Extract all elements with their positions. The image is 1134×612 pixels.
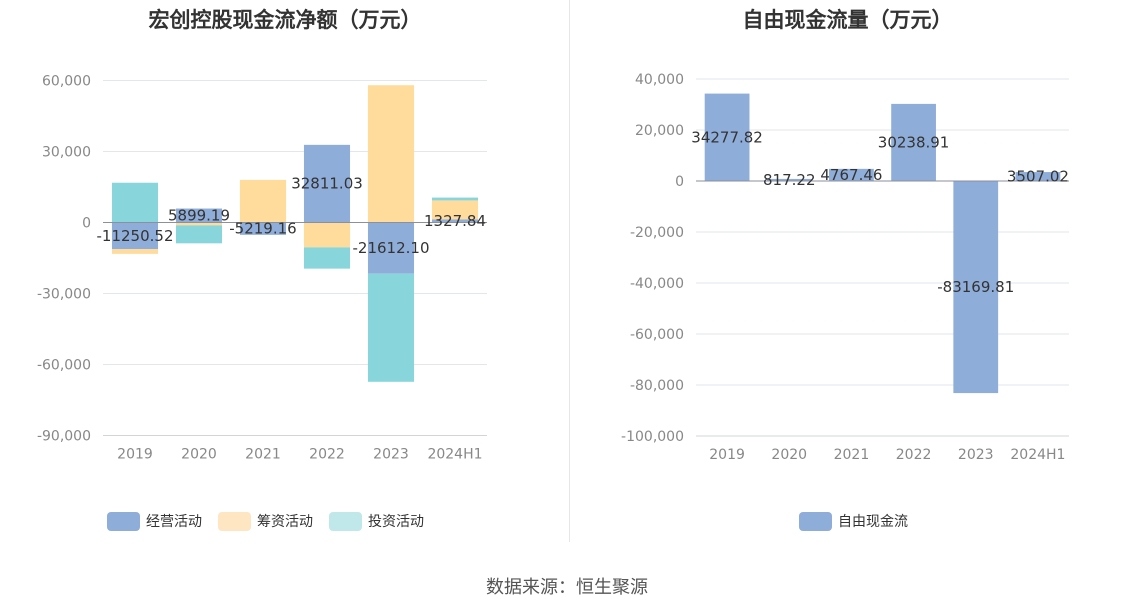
x-tick-label: 2019 bbox=[709, 447, 745, 463]
x-tick-label: 2022 bbox=[309, 447, 345, 463]
y-tick-label: -90,000 bbox=[37, 429, 91, 445]
chart-title: 自由现金流量（万元） bbox=[742, 8, 953, 32]
bar-筹资活动 bbox=[303, 222, 351, 248]
y-tick-label: 40,000 bbox=[635, 72, 684, 88]
cashflow-net-chart: 60,000 30,000 0 -30,000 -60,000 -90,000 2019 20… bbox=[37, 74, 487, 463]
y-tick-label: -100,000 bbox=[621, 429, 684, 445]
bar-经营活动 bbox=[431, 219, 479, 223]
legend-swatch bbox=[107, 511, 140, 531]
bar-投资活动 bbox=[175, 225, 223, 244]
legend: 自由现金流 bbox=[799, 511, 908, 531]
legend-item[interactable]: 投资活动 bbox=[329, 511, 424, 531]
data-label: 1327.84 bbox=[424, 212, 486, 230]
free-cashflow-panel: 自由现金流量（万元） 40,000 20,000 0 -20,000 -40,000 -6… bbox=[571, 0, 1134, 560]
data-label: 3507.02 bbox=[1007, 168, 1069, 186]
y-tick-label: -20,000 bbox=[630, 225, 684, 241]
bar-经营活动 bbox=[303, 144, 351, 223]
bar-自由现金流 bbox=[953, 181, 999, 394]
y-tick-label: -40,000 bbox=[630, 276, 684, 292]
legend-item[interactable]: 筹资活动 bbox=[218, 511, 313, 531]
y-tick-label: -30,000 bbox=[37, 287, 91, 303]
data-label: -5219.16 bbox=[229, 220, 296, 238]
data-source: 数据来源：恒生聚源 bbox=[486, 577, 648, 598]
data-label: -11250.52 bbox=[97, 227, 174, 245]
x-tick-label: 2021 bbox=[245, 447, 281, 463]
bar-经营活动 bbox=[367, 222, 415, 274]
y-tick-label: -80,000 bbox=[630, 378, 684, 394]
cashflow-net-panel: 宏创控股现金流净额（万元） 60,000 30,000 0 -30,000 -60,00… bbox=[0, 0, 570, 560]
legend: 经营活动 筹资活动 投资活动 bbox=[107, 511, 424, 531]
legend-swatch bbox=[329, 511, 362, 531]
bar-自由现金流 bbox=[891, 103, 936, 181]
data-label: 32811.03 bbox=[291, 175, 363, 193]
bar-投资活动 bbox=[367, 273, 415, 382]
bar-筹资活动 bbox=[431, 200, 479, 220]
bar-投资活动 bbox=[303, 247, 351, 269]
bar-筹资活动 bbox=[367, 85, 415, 223]
x-tick-label: 2023 bbox=[958, 447, 994, 463]
data-label: -21612.10 bbox=[353, 239, 430, 257]
y-tick-label: 20,000 bbox=[635, 123, 684, 139]
bar-经营活动 bbox=[111, 222, 159, 250]
x-tick-label: 2019 bbox=[117, 447, 153, 463]
y-tick-label: -60,000 bbox=[37, 358, 91, 374]
y-tick-label: 60,000 bbox=[42, 74, 91, 90]
legend-swatch bbox=[799, 511, 832, 531]
data-label: 34277.82 bbox=[691, 128, 763, 146]
free-cashflow-chart: 40,000 20,000 0 -20,000 -40,000 -60,000 -80,00… bbox=[621, 72, 1069, 463]
panel-divider bbox=[569, 0, 570, 542]
bar-筹资活动 bbox=[175, 222, 223, 226]
legend-item[interactable]: 自由现金流 bbox=[799, 511, 908, 531]
bar-筹资活动 bbox=[111, 249, 159, 254]
data-label: 30238.91 bbox=[878, 133, 950, 151]
x-tick-label: 2023 bbox=[373, 447, 409, 463]
data-label: 817.22 bbox=[763, 171, 816, 189]
legend-label: 筹资活动 bbox=[257, 514, 313, 530]
legend-item[interactable]: 经营活动 bbox=[107, 511, 202, 531]
legend-label: 经营活动 bbox=[146, 514, 202, 530]
data-label: 5899.19 bbox=[168, 207, 230, 225]
legend-label: 自由现金流 bbox=[838, 514, 908, 530]
x-tick-label: 2020 bbox=[771, 447, 807, 463]
y-tick-label: -60,000 bbox=[630, 327, 684, 343]
legend-swatch bbox=[218, 511, 251, 531]
x-tick-label: 2021 bbox=[834, 447, 870, 463]
bar-自由现金流 bbox=[1015, 172, 1061, 181]
bar-自由现金流 bbox=[704, 93, 750, 181]
x-tick-label: 2020 bbox=[181, 447, 217, 463]
data-label: -83169.81 bbox=[937, 278, 1014, 296]
x-tick-label: 2024H1 bbox=[427, 447, 482, 463]
y-tick-label: 0 bbox=[82, 216, 91, 232]
bar-自由现金流 bbox=[766, 178, 812, 181]
data-label: 4767.46 bbox=[820, 166, 882, 184]
chart-title: 宏创控股现金流净额（万元） bbox=[148, 8, 422, 32]
bar-自由现金流 bbox=[829, 168, 874, 181]
bar-经营活动 bbox=[175, 208, 223, 223]
bar-经营活动 bbox=[239, 222, 287, 235]
x-tick-label: 2024H1 bbox=[1010, 447, 1065, 463]
legend-label: 投资活动 bbox=[368, 514, 424, 530]
y-tick-label: 0 bbox=[675, 174, 684, 190]
x-tick-label: 2022 bbox=[896, 447, 932, 463]
bar-筹资活动 bbox=[239, 179, 287, 223]
bar-投资活动 bbox=[111, 182, 159, 223]
bar-投资活动 bbox=[431, 197, 479, 201]
y-tick-label: 30,000 bbox=[42, 145, 91, 161]
